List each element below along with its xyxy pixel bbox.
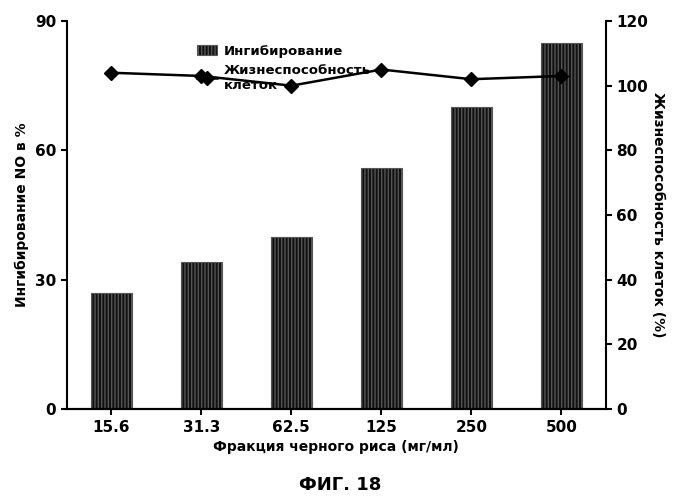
Bar: [451, 107, 492, 409]
Bar: [181, 262, 222, 409]
X-axis label: Фракция черного риса (мг/мл): Фракция черного риса (мг/мл): [214, 440, 459, 454]
Y-axis label: Ингибирование NO в %: Ингибирование NO в %: [15, 123, 29, 307]
Legend: Ингибирование, Жизнеспособность
клеток: Ингибирование, Жизнеспособность клеток: [192, 39, 376, 97]
Text: ФИГ. 18: ФИГ. 18: [299, 476, 381, 494]
Y-axis label: Жизнеспособность клеток (%): Жизнеспособность клеток (%): [651, 92, 665, 338]
Bar: [361, 168, 402, 409]
Bar: [91, 292, 132, 409]
Bar: [271, 237, 311, 409]
Bar: [541, 42, 581, 409]
